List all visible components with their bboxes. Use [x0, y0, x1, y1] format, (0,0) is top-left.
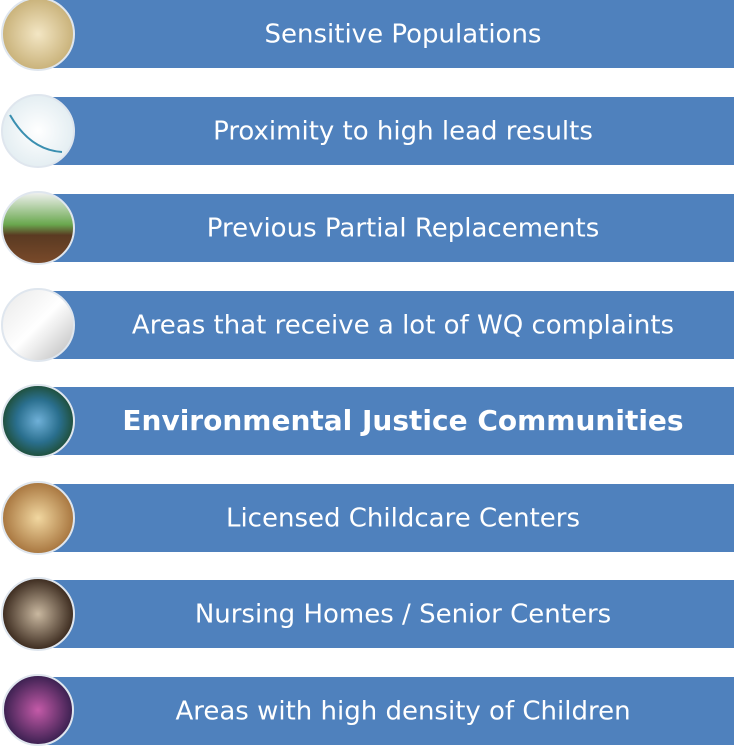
- row-label: Environmental Justice Communities: [122, 404, 683, 437]
- row-label: Previous Partial Replacements: [207, 214, 600, 244]
- row: Environmental Justice Communities: [2, 385, 734, 457]
- row-label: Areas with high density of Children: [175, 697, 630, 727]
- row: Previous Partial Replacements: [2, 192, 734, 264]
- row-label: Licensed Childcare Centers: [226, 504, 580, 534]
- row: Areas with high density of Children: [3, 675, 734, 745]
- criteria-list: Sensitive Populations Proximity to high …: [0, 0, 734, 746]
- row-label: Sensitive Populations: [265, 20, 542, 50]
- row-label: Areas that receive a lot of WQ complaint…: [132, 311, 674, 341]
- row: Sensitive Populations: [2, 0, 734, 70]
- row-label: Proximity to high lead results: [213, 117, 593, 147]
- row: Proximity to high lead results: [2, 95, 734, 167]
- row: Areas that receive a lot of WQ complaint…: [2, 289, 734, 361]
- row-label: Nursing Homes / Senior Centers: [195, 600, 611, 630]
- row: Nursing Homes / Senior Centers: [2, 578, 734, 650]
- row: Licensed Childcare Centers: [2, 482, 734, 554]
